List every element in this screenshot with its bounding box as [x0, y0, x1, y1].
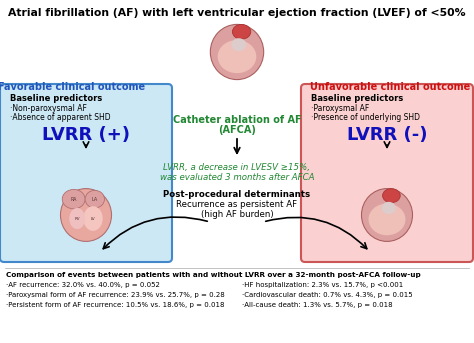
Text: LV: LV: [91, 217, 95, 221]
Ellipse shape: [61, 189, 111, 241]
Text: ·Cardiovascular death: 0.7% vs. 4.3%, p = 0.015: ·Cardiovascular death: 0.7% vs. 4.3%, p …: [242, 292, 413, 298]
Text: Favorable clinical outcome: Favorable clinical outcome: [0, 82, 146, 92]
Text: LVRR (-): LVRR (-): [347, 126, 427, 144]
FancyBboxPatch shape: [0, 84, 172, 262]
Text: RA: RA: [71, 197, 77, 202]
Text: ·HF hospitalization: 2.3% vs. 15.7%, p <0.001: ·HF hospitalization: 2.3% vs. 15.7%, p <…: [242, 282, 403, 288]
Text: (AFCA): (AFCA): [218, 125, 256, 135]
Ellipse shape: [232, 24, 251, 39]
Text: ·Non-paroxysmal AF: ·Non-paroxysmal AF: [10, 104, 87, 113]
Text: Baseline predictors: Baseline predictors: [10, 94, 102, 103]
Ellipse shape: [62, 189, 85, 209]
Text: ·AF recurrence: 32.0% vs. 40.0%, p = 0.052: ·AF recurrence: 32.0% vs. 40.0%, p = 0.0…: [6, 282, 160, 288]
Text: Baseline predictors: Baseline predictors: [311, 94, 403, 103]
Ellipse shape: [85, 190, 104, 208]
Ellipse shape: [362, 189, 412, 241]
Text: ·Paroxysmal form of AF recurrence: 23.9% vs. 25.7%, p = 0.28: ·Paroxysmal form of AF recurrence: 23.9%…: [6, 292, 225, 298]
Text: ·All-cause death: 1.3% vs. 5.7%, p = 0.018: ·All-cause death: 1.3% vs. 5.7%, p = 0.0…: [242, 302, 392, 308]
Text: Catheter ablation of AF: Catheter ablation of AF: [173, 115, 301, 125]
Ellipse shape: [231, 38, 246, 51]
Ellipse shape: [368, 203, 405, 235]
Ellipse shape: [382, 202, 396, 214]
Ellipse shape: [69, 208, 85, 229]
Text: ·Absence of apparent SHD: ·Absence of apparent SHD: [10, 113, 110, 122]
Text: RV: RV: [74, 217, 80, 221]
FancyBboxPatch shape: [301, 84, 473, 262]
Text: LA: LA: [91, 197, 98, 202]
Text: LVRR, a decrease in LVESV ≥15%,: LVRR, a decrease in LVESV ≥15%,: [164, 163, 310, 172]
Text: (high AF burden): (high AF burden): [201, 210, 273, 219]
Text: Recurrence as persistent AF: Recurrence as persistent AF: [176, 200, 298, 209]
Text: was evaluated 3 months after AFCA: was evaluated 3 months after AFCA: [160, 173, 314, 182]
Text: LVRR (+): LVRR (+): [42, 126, 130, 144]
Text: ·Paroxysmal AF: ·Paroxysmal AF: [311, 104, 369, 113]
Ellipse shape: [383, 189, 400, 203]
Text: Unfavorable clinical outcome: Unfavorable clinical outcome: [310, 82, 470, 92]
Text: ·Persistent form of AF recurrence: 10.5% vs. 18.6%, p = 0.018: ·Persistent form of AF recurrence: 10.5%…: [6, 302, 225, 308]
Text: Atrial fibrillation (AF) with left ventricular ejection fraction (LVEF) of <50%: Atrial fibrillation (AF) with left ventr…: [8, 8, 466, 18]
Text: Comparison of events between patients with and without LVRR over a 32-month post: Comparison of events between patients wi…: [6, 272, 421, 278]
Ellipse shape: [210, 24, 264, 80]
Ellipse shape: [83, 206, 103, 231]
Text: ·Presence of underlying SHD: ·Presence of underlying SHD: [311, 113, 420, 122]
Ellipse shape: [218, 40, 256, 73]
Text: Post-procedural determinants: Post-procedural determinants: [164, 190, 310, 199]
